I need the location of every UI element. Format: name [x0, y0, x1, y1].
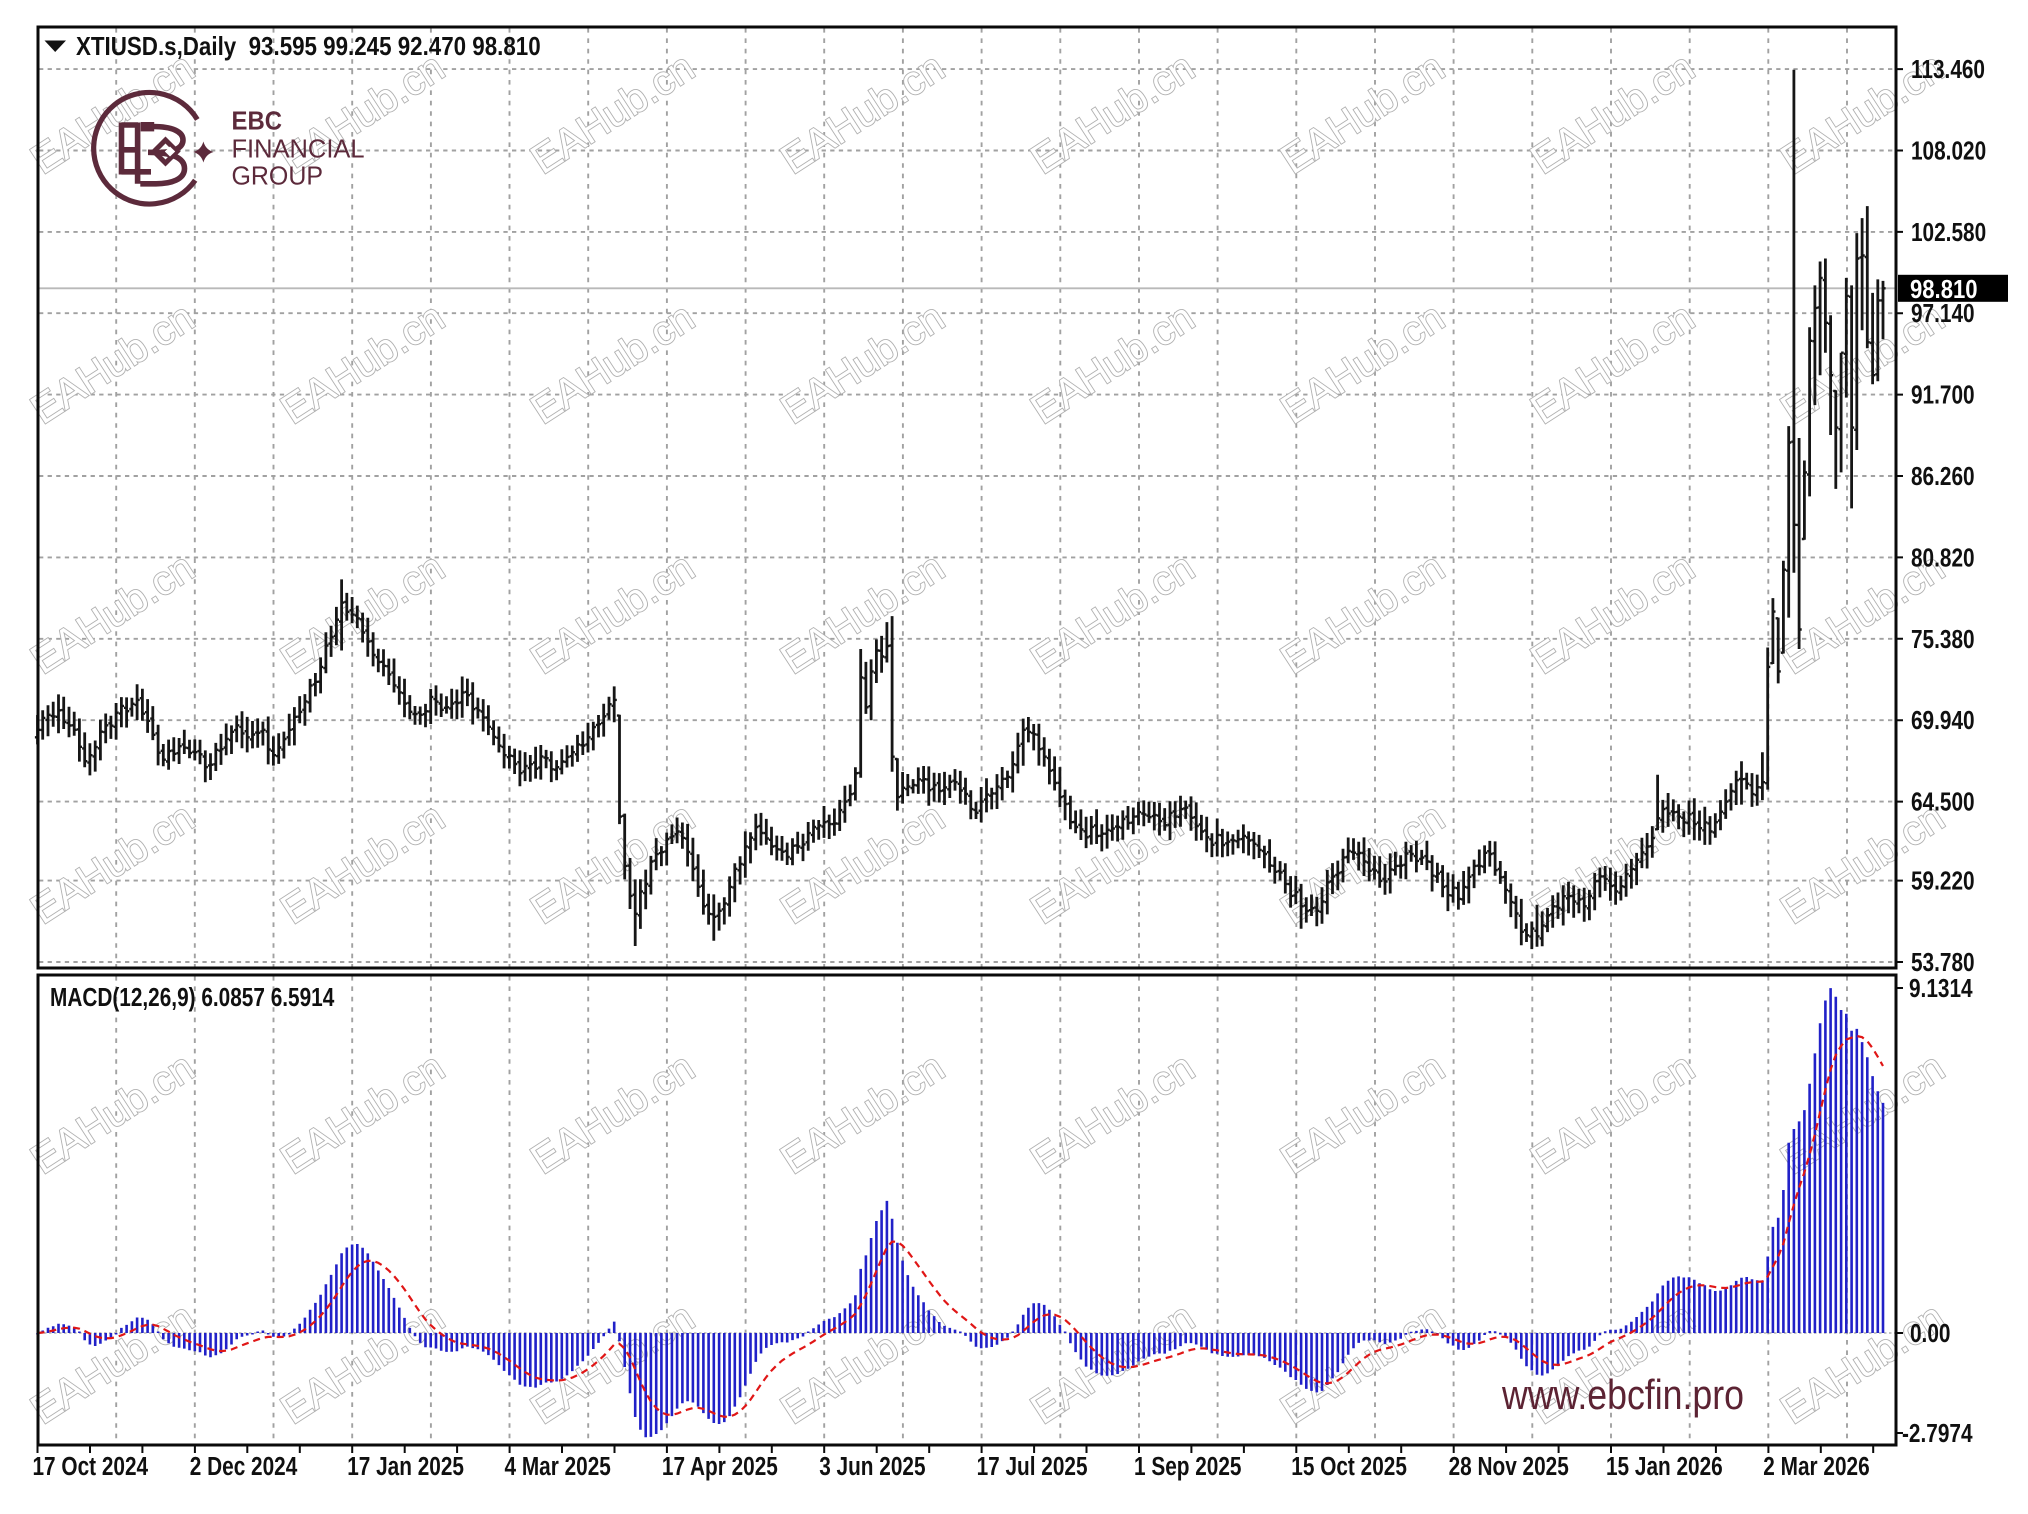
svg-text:75.380: 75.380: [1911, 625, 1975, 654]
svg-text:53.780: 53.780: [1911, 948, 1975, 977]
svg-text:FINANCIAL: FINANCIAL: [232, 135, 365, 163]
svg-text:15 Jan 2026: 15 Jan 2026: [1606, 1452, 1723, 1481]
svg-text:17 Jul 2025: 17 Jul 2025: [977, 1452, 1088, 1481]
svg-text:9.1314: 9.1314: [1909, 974, 1973, 1003]
svg-text:113.460: 113.460: [1911, 55, 1985, 84]
svg-text:-2.7974: -2.7974: [1902, 1419, 1973, 1448]
svg-text:28 Nov 2025: 28 Nov 2025: [1449, 1452, 1569, 1481]
svg-text:XTIUSD.s,Daily 93.595 99.245: XTIUSD.s,Daily 93.595 99.245 92.470 98.8…: [76, 32, 541, 61]
svg-text:www.ebcfin.pro: www.ebcfin.pro: [1501, 1372, 1744, 1418]
svg-text:MACD(12,26,9) 6.0857 6.5914: MACD(12,26,9) 6.0857 6.5914: [50, 983, 334, 1012]
svg-text:15 Oct 2025: 15 Oct 2025: [1291, 1452, 1407, 1481]
svg-text:59.220: 59.220: [1911, 866, 1975, 895]
svg-text:2 Mar 2026: 2 Mar 2026: [1763, 1452, 1869, 1481]
svg-text:2 Dec 2024: 2 Dec 2024: [190, 1452, 298, 1481]
svg-text:17 Apr 2025: 17 Apr 2025: [662, 1452, 778, 1481]
svg-text:17 Oct 2024: 17 Oct 2024: [33, 1452, 149, 1481]
svg-text:91.700: 91.700: [1911, 380, 1975, 409]
svg-text:86.260: 86.260: [1911, 462, 1975, 491]
svg-text:80.820: 80.820: [1911, 543, 1975, 572]
svg-text:GROUP: GROUP: [232, 162, 323, 191]
svg-text:1 Sep 2025: 1 Sep 2025: [1134, 1452, 1241, 1481]
svg-text:108.020: 108.020: [1911, 136, 1986, 165]
svg-text:0.00: 0.00: [1910, 1319, 1950, 1348]
svg-text:97.140: 97.140: [1911, 299, 1975, 328]
svg-text:3 Jun 2025: 3 Jun 2025: [819, 1452, 925, 1481]
svg-text:69.940: 69.940: [1911, 706, 1975, 735]
svg-text:98.810: 98.810: [1910, 275, 1978, 304]
svg-text:102.580: 102.580: [1911, 218, 1986, 247]
svg-text:17 Jan 2025: 17 Jan 2025: [347, 1452, 464, 1481]
svg-text:64.500: 64.500: [1911, 787, 1975, 816]
svg-text:EBC: EBC: [232, 107, 282, 136]
svg-text:4 Mar 2025: 4 Mar 2025: [505, 1452, 611, 1481]
